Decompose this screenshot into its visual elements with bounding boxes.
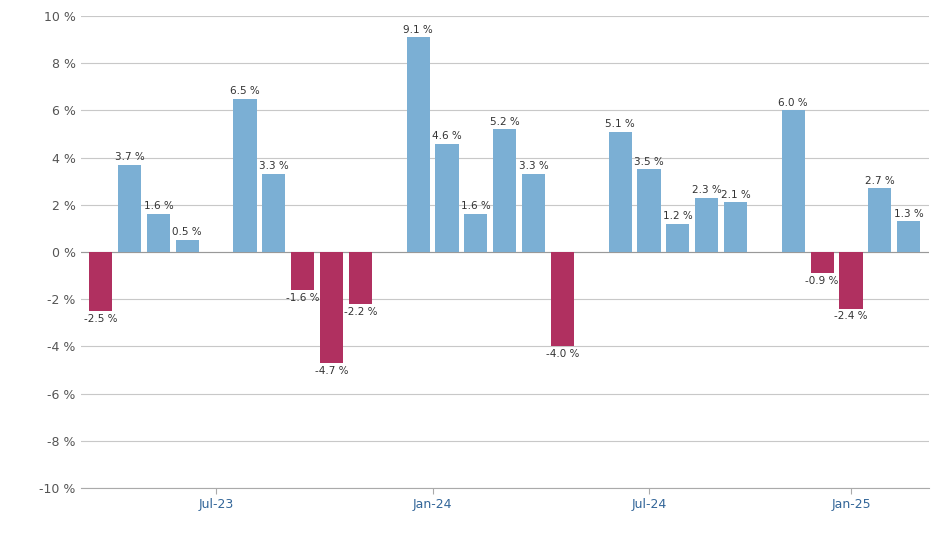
Text: 6.5 %: 6.5 % (230, 86, 259, 96)
Bar (551, 252, 574, 346)
Text: 4.6 %: 4.6 % (432, 131, 462, 141)
Text: 1.3 %: 1.3 % (894, 208, 924, 218)
Text: 5.2 %: 5.2 % (490, 117, 520, 126)
Bar (839, 252, 863, 309)
Text: 1.6 %: 1.6 % (461, 201, 491, 211)
Bar (666, 224, 689, 252)
Bar (89, 252, 112, 311)
Bar (869, 188, 891, 252)
Text: -1.6 %: -1.6 % (286, 293, 320, 303)
Text: 3.3 %: 3.3 % (259, 161, 289, 172)
Text: -2.4 %: -2.4 % (834, 311, 868, 322)
Bar (291, 252, 314, 290)
Bar (696, 198, 718, 252)
Text: 2.3 %: 2.3 % (692, 185, 722, 195)
Text: 6.0 %: 6.0 % (778, 98, 808, 108)
Text: 5.1 %: 5.1 % (605, 119, 635, 129)
Bar (494, 129, 516, 252)
Bar (522, 174, 545, 252)
Text: 1.2 %: 1.2 % (663, 211, 693, 221)
Text: 1.6 %: 1.6 % (144, 201, 173, 211)
Bar (724, 202, 747, 252)
Text: 9.1 %: 9.1 % (403, 25, 433, 35)
Bar (233, 98, 257, 252)
Bar (262, 174, 286, 252)
Text: 2.7 %: 2.7 % (865, 175, 895, 185)
Text: -4.0 %: -4.0 % (546, 349, 579, 359)
Bar (320, 252, 343, 363)
Bar (349, 252, 372, 304)
Bar (118, 165, 141, 252)
Bar (897, 221, 920, 252)
Text: 3.3 %: 3.3 % (519, 161, 548, 172)
Text: 3.5 %: 3.5 % (634, 157, 664, 167)
Text: -0.9 %: -0.9 % (806, 276, 838, 286)
Text: -2.2 %: -2.2 % (344, 307, 377, 317)
Bar (810, 252, 834, 273)
Bar (637, 169, 661, 252)
Bar (176, 240, 199, 252)
Text: 3.7 %: 3.7 % (115, 152, 145, 162)
Text: 0.5 %: 0.5 % (173, 227, 202, 238)
Bar (407, 37, 430, 252)
Text: -2.5 %: -2.5 % (84, 314, 118, 324)
Bar (782, 111, 805, 252)
Bar (464, 214, 488, 252)
Bar (435, 144, 459, 252)
Text: -4.7 %: -4.7 % (315, 366, 349, 376)
Text: 2.1 %: 2.1 % (721, 190, 750, 200)
Bar (608, 131, 632, 252)
Bar (147, 214, 170, 252)
